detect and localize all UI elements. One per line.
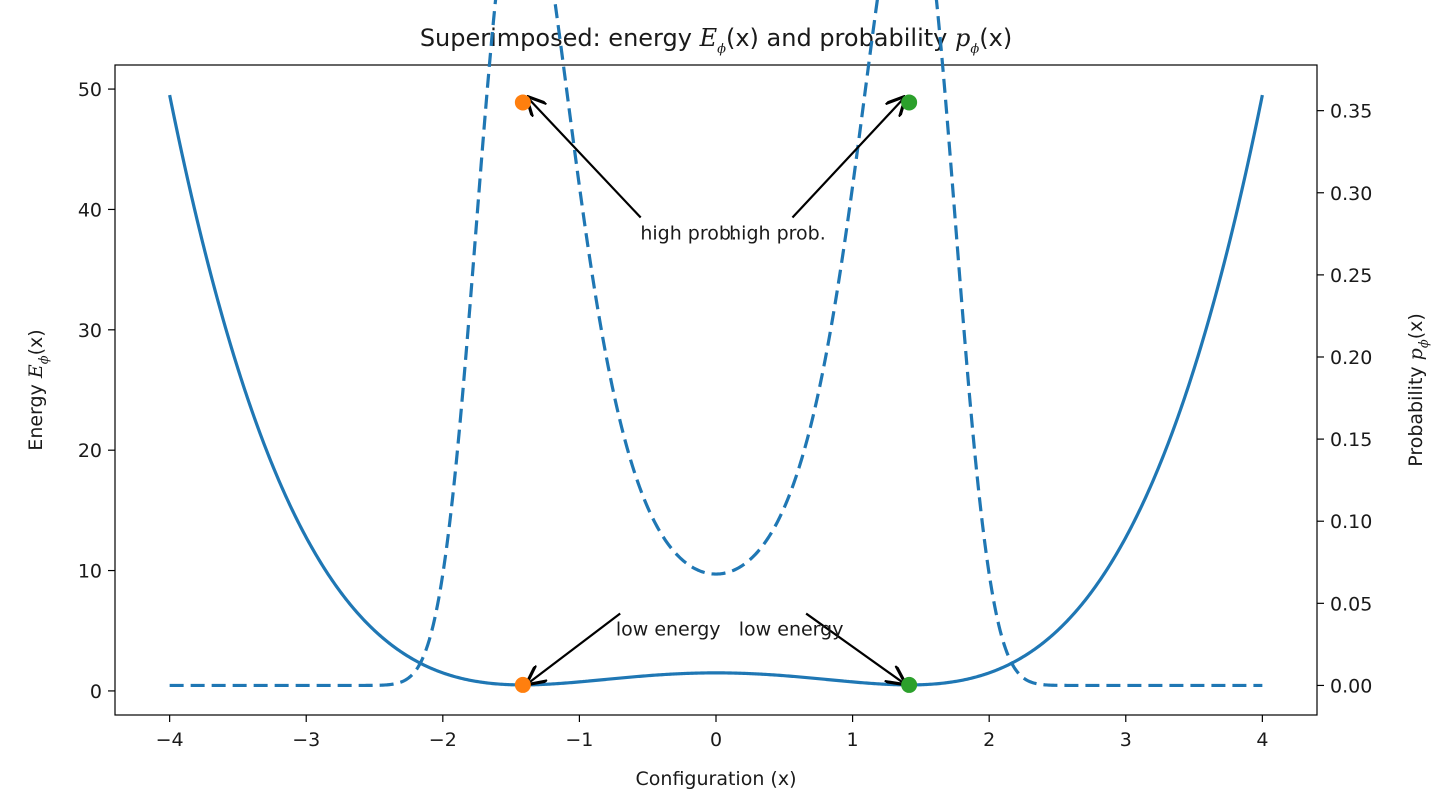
x-axis-label: Configuration (x) [636, 768, 797, 790]
chart-title: Superimposed: energy Eϕ(x) and probabili… [420, 24, 1012, 57]
annotation-text: high prob. [729, 223, 826, 245]
right-y-tick-label: 0.10 [1330, 511, 1372, 533]
annotation-text: low energy [739, 619, 844, 641]
highlight-marker [514, 94, 531, 111]
x-tick-label: 3 [1120, 729, 1132, 751]
left-y-tick-label: 20 [78, 440, 102, 462]
annotation-text: high prob. [640, 223, 737, 245]
annotation-arrow [528, 612, 621, 684]
left-y-tick-label: 30 [78, 320, 102, 342]
right-y-tick-label: 0.35 [1330, 101, 1372, 123]
x-tick-label: −3 [292, 729, 320, 751]
left-y-tick-label: 50 [78, 79, 102, 101]
annotations: high prob.high prob. low energy low energy [528, 98, 905, 684]
left-y-tick-label: 0 [90, 681, 102, 703]
highlight-marker [901, 94, 918, 111]
highlight-marker [514, 676, 531, 693]
left-y-tick-label: 40 [78, 199, 102, 221]
x-tick-label: 1 [847, 729, 859, 751]
x-tick-label: 2 [983, 729, 995, 751]
plot-frame [114, 64, 1318, 716]
energy-series-line [168, 94, 1264, 687]
highlight-markers [514, 94, 918, 693]
left-y-tick-label: 10 [78, 561, 102, 583]
annotation-text: low energy [616, 619, 721, 641]
right-y-tick-label: 0.15 [1330, 429, 1372, 451]
left-y-axis-label: Energy Eϕ(x) [25, 329, 52, 450]
highlight-marker [901, 676, 918, 693]
right-y-tick-label: 0.05 [1330, 593, 1372, 615]
x-tick-label: −4 [156, 729, 184, 751]
annotation-arrow [805, 612, 904, 684]
probability-series-line [169, 0, 1263, 688]
x-tick-label: −2 [429, 729, 457, 751]
left-y-axis-ticks: 0 10 20 30 40 50 [78, 79, 115, 703]
right-y-axis-ticks: 0.00 0.05 0.10 0.15 0.20 0.25 0.30 0.35 [1317, 101, 1372, 697]
x-tick-label: −1 [565, 729, 593, 751]
x-tick-label: 4 [1256, 729, 1268, 751]
right-y-axis-label: Probability pϕ(x) [1405, 313, 1432, 467]
x-axis-ticks: −4 −3 −2 −1 0 1 2 3 4 [156, 715, 1268, 751]
right-y-tick-label: 0.30 [1330, 183, 1372, 205]
right-y-tick-label: 0.20 [1330, 347, 1372, 369]
annotation-arrow [791, 98, 904, 219]
right-y-tick-label: 0.00 [1330, 675, 1372, 697]
x-tick-label: 0 [710, 729, 722, 751]
right-y-tick-label: 0.25 [1330, 265, 1372, 287]
annotation-arrow [528, 98, 642, 219]
